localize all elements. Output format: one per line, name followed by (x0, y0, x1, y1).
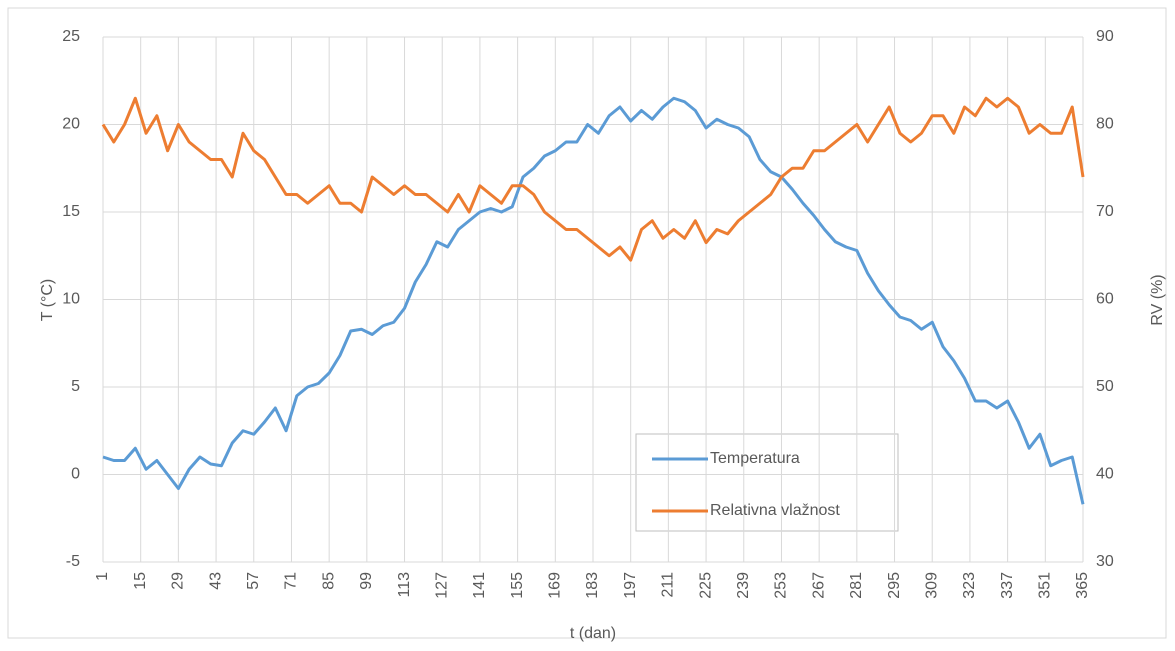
x-tick-label: 169 (547, 572, 564, 599)
y2-tick-label: 90 (1096, 28, 1114, 45)
x-tick-label: 29 (170, 572, 187, 590)
data-line (101, 96, 1085, 262)
x-tick-label: 113 (396, 572, 413, 598)
y2-tick-label: 80 (1096, 116, 1114, 133)
y-tick-label: 5 (71, 378, 80, 395)
x-tick-label: 85 (320, 572, 337, 590)
x-tick-label: 99 (358, 572, 375, 590)
legend-label: Relativna vlažnost (710, 502, 840, 519)
x-tick-label: 295 (886, 572, 903, 599)
y-tick-label: 0 (71, 466, 80, 483)
x-tick-label: 15 (132, 572, 149, 590)
x-tick-label: 309 (923, 572, 940, 599)
y2-tick-label: 30 (1096, 553, 1114, 570)
x-tick-label: 43 (207, 572, 224, 590)
x-tick-label: 239 (735, 572, 752, 599)
x-tick-label: 267 (810, 572, 827, 599)
x-tick-label: 57 (245, 572, 262, 590)
x-tick-label: 183 (584, 572, 601, 599)
legend (635, 433, 899, 532)
legend-label: Temperatura (710, 450, 800, 467)
y2-tick-label: 40 (1096, 466, 1114, 483)
x-tick-label: 323 (961, 572, 978, 599)
y-tick-label: 10 (62, 291, 80, 308)
x-tick-label: 337 (999, 572, 1016, 599)
x-tick-label: 1 (94, 572, 111, 581)
y-axis-title: T (°C) (39, 279, 56, 322)
x-tick-label: 71 (283, 572, 300, 590)
y2-tick-label: 50 (1096, 378, 1114, 395)
y-tick-label: 25 (62, 28, 80, 45)
x-tick-label: 197 (622, 572, 639, 599)
x-tick-label: 253 (773, 572, 790, 599)
y-tick-label: 20 (62, 116, 80, 133)
y2-tick-label: 60 (1096, 291, 1114, 308)
x-tick-label: 155 (509, 572, 526, 599)
x-tick-label: 211 (660, 572, 677, 598)
x-axis-title: t (dan) (570, 625, 616, 642)
x-tick-label: 141 (471, 572, 488, 599)
y2-tick-label: 70 (1096, 203, 1114, 220)
y-tick-label: -5 (66, 553, 80, 570)
x-tick-label: 127 (433, 572, 450, 599)
data-line (102, 96, 1085, 505)
x-tick-label: 225 (697, 572, 714, 599)
x-tick-label: 365 (1074, 572, 1091, 599)
x-tick-label: 351 (1037, 572, 1054, 599)
x-tick-label: 281 (848, 572, 865, 599)
chart-border (7, 7, 1167, 639)
y2-axis-title: RV (%) (1149, 274, 1166, 325)
y-tick-label: 15 (62, 203, 80, 220)
